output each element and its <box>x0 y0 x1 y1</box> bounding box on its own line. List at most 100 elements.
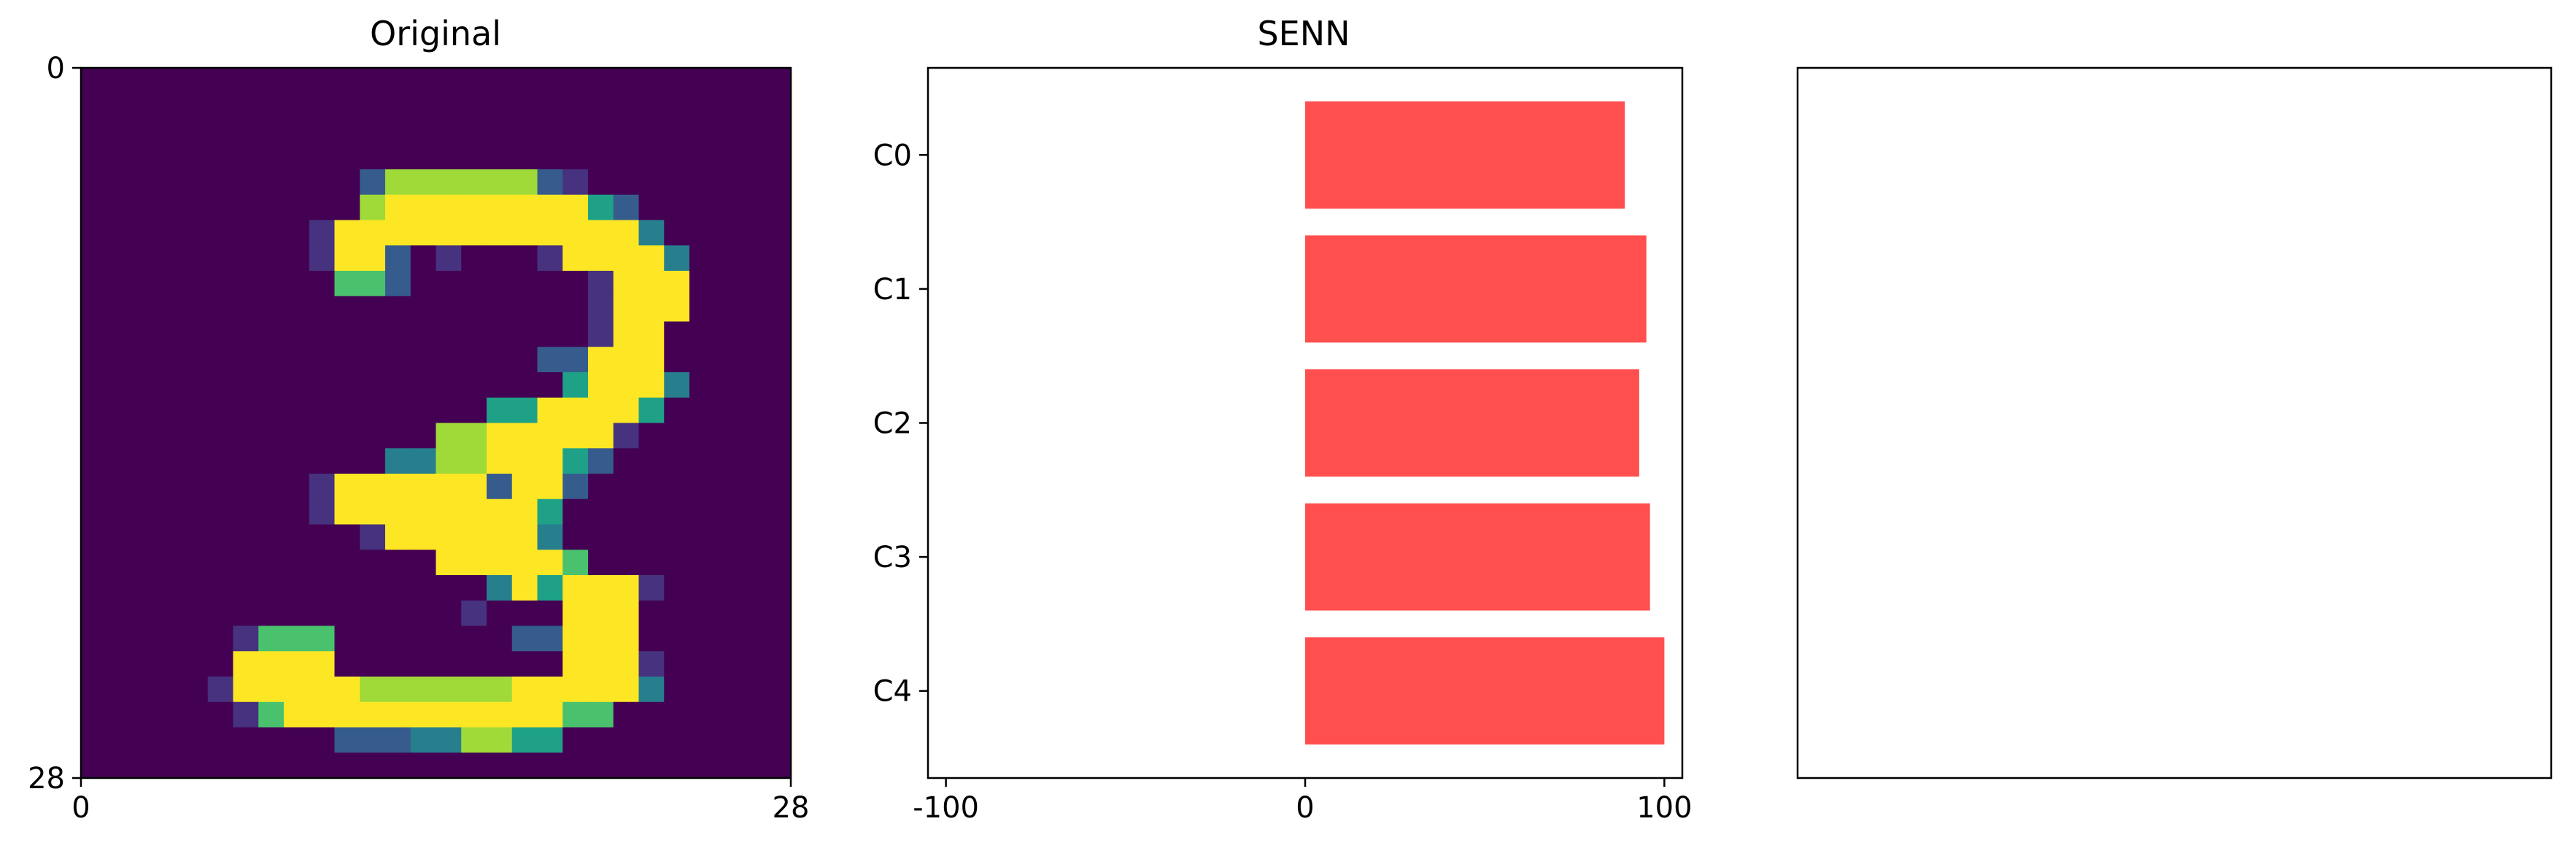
pixel-cell <box>461 651 487 677</box>
pixel-cell <box>284 701 310 728</box>
pixel-cell <box>613 625 640 652</box>
pixel-cell <box>334 498 360 525</box>
pixel-cell <box>157 474 183 500</box>
pixel-cell <box>765 752 792 779</box>
pixel-cell <box>689 93 716 120</box>
pixel-cell <box>664 347 690 373</box>
pixel-cell <box>106 524 133 550</box>
pixel-cell <box>436 372 462 398</box>
pixel-cell <box>689 727 716 753</box>
pixel-cell <box>765 474 792 500</box>
pixel-cell <box>638 220 665 246</box>
pixel-cell <box>410 397 437 424</box>
pixel-cell <box>233 194 259 221</box>
pixel-cell <box>385 423 411 449</box>
pixel-cell <box>740 372 766 398</box>
pixel-cell <box>588 321 614 347</box>
pixel-cell <box>588 68 614 94</box>
pixel-cell <box>638 245 665 272</box>
pixel-cell <box>385 296 411 323</box>
pixel-cell <box>689 651 716 677</box>
pixel-cell <box>638 701 665 728</box>
pixel-cell <box>233 169 259 196</box>
pixel-cell <box>207 600 234 627</box>
pixel-cell <box>714 397 741 424</box>
pixel-cell <box>689 550 716 576</box>
pixel-cell <box>689 144 716 170</box>
pixel-cell <box>334 144 360 170</box>
pixel-cell <box>385 625 411 652</box>
pixel-cell <box>511 372 538 398</box>
pixel-cell <box>689 220 716 246</box>
pixel-cell <box>385 347 411 373</box>
pixel-cell <box>461 169 487 196</box>
senn-bars <box>1305 101 1665 745</box>
pixel-cell <box>537 93 563 120</box>
pixel-cell <box>385 194 411 221</box>
pixel-cell <box>233 448 259 474</box>
pixel-cell <box>664 677 690 703</box>
pixel-cell <box>588 372 614 398</box>
pixel-cell <box>588 220 614 246</box>
pixel-cell <box>588 423 614 449</box>
bar-c1 <box>1305 235 1647 343</box>
pixel-cell <box>233 600 259 627</box>
pixel-cell <box>334 220 360 246</box>
pixel-cell <box>131 600 158 627</box>
pixel-cell <box>537 550 563 576</box>
pixel-cell <box>106 498 133 525</box>
pixel-cell <box>714 524 741 550</box>
pixel-cell <box>182 68 209 94</box>
pixel-cell <box>81 296 107 323</box>
pixel-cell <box>562 118 589 145</box>
pixel-cell <box>284 423 310 449</box>
pixel-cell <box>689 474 716 500</box>
pixel-cell <box>131 575 158 601</box>
pixel-cell <box>157 550 183 576</box>
pixel-cell <box>740 169 766 196</box>
bar-c3 <box>1305 503 1650 611</box>
pixel-cell <box>765 245 792 272</box>
pixel-cell <box>664 550 690 576</box>
pixel-cell <box>487 118 513 145</box>
pixel-cell <box>765 423 792 449</box>
pixel-cell <box>511 498 538 525</box>
pixel-cell <box>106 271 133 297</box>
pixel-cell <box>182 347 209 373</box>
pixel-cell <box>689 296 716 323</box>
pixel-cell <box>537 68 563 94</box>
pixel-cell <box>740 347 766 373</box>
pixel-cell <box>740 296 766 323</box>
pixel-cell <box>511 194 538 221</box>
pixel-cell <box>385 651 411 677</box>
pixel-cell <box>385 600 411 627</box>
original-title: Original <box>370 14 501 53</box>
pixel-cell <box>81 498 107 525</box>
pixel-cell <box>81 169 107 196</box>
senn-axis-ticks: C0 C1 C2 C3 C4 -100 0 100 <box>873 139 1693 825</box>
pixel-cell <box>207 677 234 703</box>
pixel-cell <box>410 93 437 120</box>
pixel-cell <box>765 498 792 525</box>
pixel-cell <box>588 194 614 221</box>
pixel-cell <box>588 600 614 627</box>
pixel-cell <box>258 397 285 424</box>
pixel-cell <box>689 600 716 627</box>
y-tick-label: 0 <box>47 52 65 85</box>
pixel-cell <box>309 550 336 576</box>
pixel-cell <box>537 575 563 601</box>
pixel-cell <box>511 245 538 272</box>
pixel-cell <box>106 144 133 170</box>
pixel-cell <box>410 524 437 550</box>
pixel-cell <box>487 752 513 779</box>
pixel-cell <box>689 423 716 449</box>
x-tick-label: 0 <box>1296 791 1314 825</box>
pixel-cell <box>588 550 614 576</box>
pixel-cell <box>207 625 234 652</box>
pixel-cell <box>436 169 462 196</box>
pixel-cell <box>689 498 716 525</box>
pixel-cell <box>562 651 589 677</box>
category-label: C4 <box>873 675 912 709</box>
pixel-cell <box>309 194 336 221</box>
pixel-cell <box>309 296 336 323</box>
